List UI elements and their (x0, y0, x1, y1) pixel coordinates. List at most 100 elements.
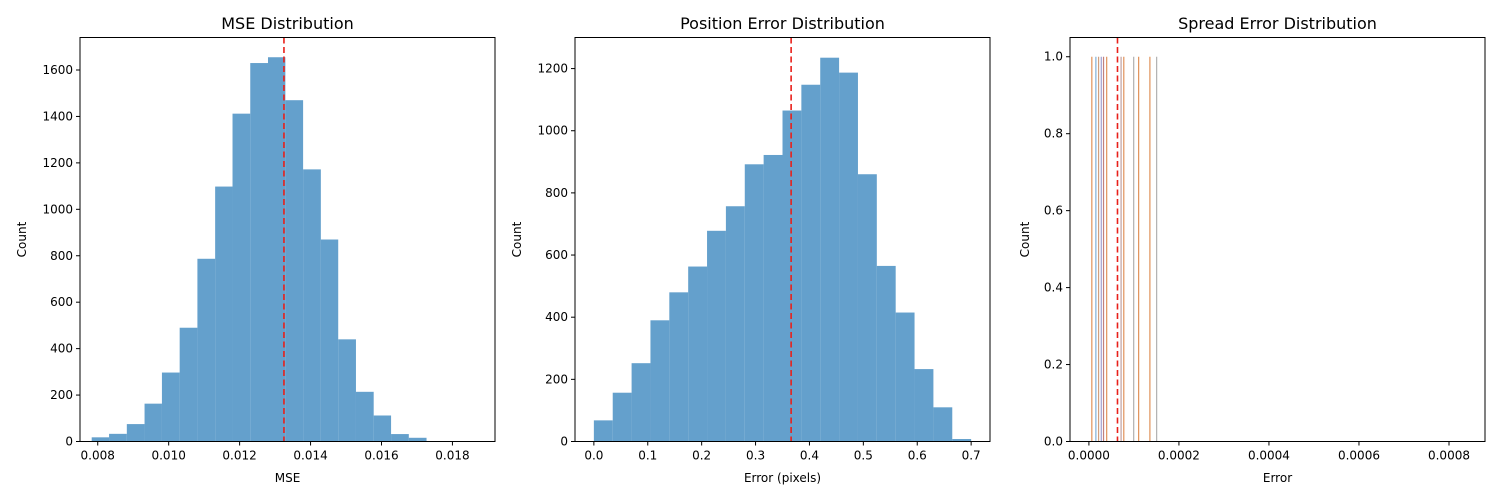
position-plot-frame (574, 37, 991, 442)
spread-xtick-label: 0.0008 (1428, 449, 1470, 463)
mse-bar (373, 415, 392, 442)
spread-title: Spread Error Distribution (1178, 14, 1377, 33)
spread-ytick-label: 0.8 (1044, 127, 1063, 141)
mse-bar (320, 239, 339, 442)
mse-plot-frame (79, 37, 496, 442)
position-bar (839, 72, 858, 442)
position-bar (612, 392, 632, 442)
position-bar (952, 439, 972, 442)
mse-xtick-label: 0.008 (81, 449, 115, 463)
mse-xtick-label: 0.014 (293, 449, 327, 463)
mse-ytick-label: 400 (50, 342, 73, 356)
position-title: Position Error Distribution (680, 14, 885, 33)
mse-ytick-label: 1600 (42, 63, 73, 77)
mse-ytick-label: 800 (50, 249, 73, 263)
position-bar (820, 57, 840, 442)
mse-xtick-label: 0.010 (151, 449, 185, 463)
spread-xtick-label: 0.0004 (1248, 449, 1290, 463)
mse-ytick-label: 600 (50, 295, 73, 309)
position-bar (650, 320, 670, 442)
mse-ytick-label: 1000 (42, 202, 73, 216)
position-ytick-label: 200 (545, 372, 568, 386)
position-ytick-label: 800 (545, 186, 568, 200)
position-bar (876, 265, 896, 442)
mse-ytick-label: 1200 (42, 156, 73, 170)
position-bar (801, 84, 821, 442)
spread-yticks: 0.0 0.2 0.4 0.6 0.8 1.0 (1044, 50, 1070, 449)
spread-plot-frame (1069, 37, 1486, 442)
position-bar (782, 110, 802, 442)
mse-yticks: 0 200 400 600 800 1000 1200 1400 1600 (42, 63, 80, 449)
position-bar (914, 369, 934, 442)
position-xtick-label: 0.3 (746, 449, 765, 463)
mse-bar (355, 391, 374, 442)
spread-ytick-label: 0.6 (1044, 204, 1063, 218)
position-bar (744, 164, 764, 442)
position-bar (707, 230, 726, 442)
mse-bar (250, 63, 268, 442)
mse-bar (215, 186, 233, 442)
spread-ylabel: Count (1018, 221, 1032, 257)
position-ytick-label: 1200 (537, 62, 568, 76)
spread-ytick-label: 0.4 (1044, 281, 1063, 295)
mse-bar (338, 339, 356, 442)
mse-panel: 0.008 0.010 0.012 0.014 0.016 0.018 0 200 400 60… (15, 14, 496, 485)
mse-bar (126, 424, 145, 442)
mse-bar (197, 258, 216, 442)
position-xtick-label: 0.1 (638, 449, 657, 463)
spread-xlabel: Error (1263, 471, 1292, 485)
position-ytick-label: 1000 (537, 124, 568, 138)
position-xticks: 0.0 0.1 0.2 0.3 0.4 0.5 0.6 0.7 (584, 441, 981, 463)
mse-bar (109, 433, 127, 442)
mse-bar (232, 113, 251, 442)
mse-xtick-label: 0.018 (435, 449, 469, 463)
mse-bar (267, 57, 286, 442)
spread-ytick-label: 1.0 (1044, 50, 1063, 64)
mse-bar (144, 403, 162, 442)
position-xlabel: Error (pixels) (744, 471, 821, 485)
position-bar (763, 154, 783, 442)
mse-bar (408, 437, 427, 442)
mse-ytick-label: 200 (50, 388, 73, 402)
position-bar (593, 420, 613, 442)
position-bars (593, 57, 972, 442)
mse-bar (391, 434, 409, 442)
position-yticks: 0 200 400 600 800 1000 1200 (537, 62, 575, 449)
mse-xtick-label: 0.012 (222, 449, 256, 463)
spread-xtick-label: 0.0002 (1158, 449, 1200, 463)
position-bar (725, 206, 745, 442)
spread-xticks: 0.0000 0.0002 0.0004 0.0006 0.0008 (1068, 441, 1470, 463)
spread-panel: 0.0000 0.0002 0.0004 0.0006 0.0008 0.0 0.2 0.4… (1018, 14, 1486, 485)
mse-bar (303, 169, 321, 442)
mse-ytick-label: 1400 (42, 109, 73, 123)
mse-xtick-label: 0.016 (364, 449, 398, 463)
spread-xtick-label: 0.0000 (1068, 449, 1110, 463)
position-xtick-label: 0.6 (908, 449, 927, 463)
mse-title: MSE Distribution (221, 14, 354, 33)
spread-ytick-label: 0.2 (1044, 358, 1063, 372)
position-bar (933, 407, 953, 442)
position-bar (857, 174, 877, 442)
position-bar (669, 292, 689, 442)
mse-xlabel: MSE (275, 471, 301, 485)
mse-bar (179, 327, 198, 442)
position-xtick-label: 0.4 (800, 449, 819, 463)
mse-bar (285, 100, 304, 442)
spread-xtick-label: 0.0006 (1338, 449, 1380, 463)
position-bar (688, 266, 708, 442)
position-xtick-label: 0.2 (692, 449, 711, 463)
position-ylabel: Count (510, 221, 524, 257)
position-ytick-label: 600 (545, 248, 568, 262)
position-panel: 0.0 0.1 0.2 0.3 0.4 0.5 0.6 0.7 0 200 400 600 800 10… (510, 14, 991, 485)
position-ytick-label: 0 (560, 435, 568, 449)
mse-bars (91, 57, 444, 442)
mse-ylabel: Count (15, 221, 29, 257)
mse-bar (161, 372, 180, 442)
mse-bar (91, 437, 110, 442)
position-xtick-label: 0.0 (584, 449, 603, 463)
spread-spikes (1091, 56, 1158, 442)
mse-xticks: 0.008 0.010 0.012 0.014 0.016 0.018 (81, 441, 470, 463)
position-bar (631, 363, 651, 442)
position-xtick-label: 0.7 (962, 449, 981, 463)
